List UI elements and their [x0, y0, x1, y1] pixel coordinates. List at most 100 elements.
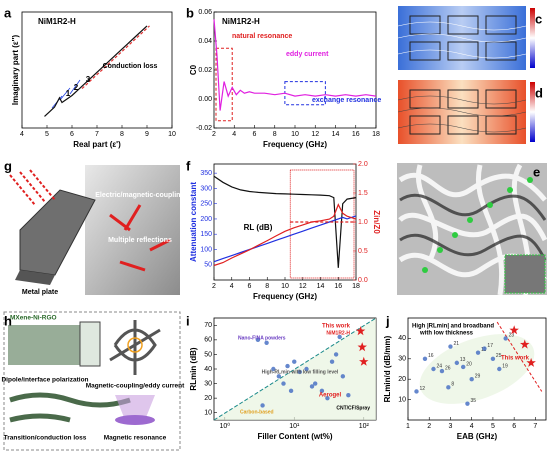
- annotation: exchange resonance: [312, 97, 381, 104]
- scatter-point: [454, 360, 460, 366]
- x-tick-label: 5: [45, 131, 49, 138]
- point-label: 26: [445, 365, 451, 371]
- y-tick-label: 0.04: [198, 38, 212, 45]
- scatter-point: [304, 366, 309, 372]
- y-tick-label: 30: [398, 356, 406, 363]
- data-line: [213, 175, 357, 268]
- scatter-point: [446, 385, 451, 390]
- panel-letter: e: [533, 164, 540, 179]
- panel-letter: a: [4, 5, 12, 20]
- x-tick-label: 8: [273, 131, 277, 138]
- panel-letter: g: [4, 158, 12, 173]
- y-tick-label: 70: [204, 322, 212, 329]
- point-label: 35: [470, 398, 476, 404]
- scatter-point: [346, 393, 351, 398]
- plot-frame: [213, 163, 357, 281]
- scatter-point: [292, 359, 297, 364]
- scatter-point: [340, 374, 346, 379]
- y2-axis-label: Zin/Z0: [372, 210, 381, 234]
- star-point: [509, 325, 519, 335]
- y-tick-label: 20: [398, 376, 406, 383]
- figure-label: Dipole/interface polarization: [1, 377, 88, 384]
- annotation: This work: [501, 356, 530, 362]
- panel-letter: d: [535, 85, 543, 100]
- star-point: [359, 356, 369, 366]
- panel-letter: j: [385, 313, 390, 328]
- y-tick-label: 10: [398, 396, 406, 403]
- star-point: [355, 326, 366, 336]
- panel-letter: i: [186, 313, 190, 328]
- panel-letter: f: [186, 158, 191, 173]
- figure-label: Magnetic-coupling/eddy current: [86, 383, 185, 390]
- x-tick-label: 3: [449, 423, 453, 430]
- annotation: 1: [66, 89, 71, 98]
- annotation: NiM1R2-H: [222, 17, 260, 26]
- point-label: 29: [475, 374, 481, 380]
- x-tick-label: 2: [427, 423, 431, 430]
- x-axis-label: Frequency (GHz): [253, 292, 317, 301]
- y-tick-label: 40: [398, 335, 406, 342]
- x-tick-label: 8: [120, 131, 124, 138]
- y-tick-label: 50: [204, 351, 212, 358]
- annotation: natural resonance: [232, 33, 292, 40]
- y-tick-label: 300: [200, 185, 212, 192]
- scatter-point: [503, 336, 508, 341]
- annotation: 2: [74, 83, 79, 92]
- scatter-point: [329, 359, 335, 364]
- y2-tick-label: 2.0: [358, 161, 368, 168]
- x-axis-label: EAB (GHz): [457, 432, 498, 441]
- x-tick-label: 1: [406, 423, 410, 430]
- annotation: NiM1R2-H: [326, 330, 350, 336]
- x-tick-label: 4: [230, 283, 234, 290]
- x-tick-label: 6: [70, 131, 74, 138]
- scatter-point: [297, 369, 302, 375]
- point-label: 8: [451, 382, 454, 388]
- annotation: NiM1R2-H: [38, 17, 76, 26]
- point-label: 16: [428, 353, 434, 359]
- scatter-point: [281, 381, 286, 386]
- x-tick-label: 7: [533, 423, 537, 430]
- y-tick-label: 250: [200, 201, 212, 208]
- scatter-point: [448, 344, 453, 349]
- x-tick-label: 2: [212, 283, 216, 290]
- data-line: [44, 25, 148, 117]
- x-tick-label: 10¹: [289, 423, 300, 430]
- annotation: This work: [322, 324, 351, 330]
- figure-label: Metal plate: [22, 289, 58, 296]
- figure-label: Transition/conduction loss: [4, 435, 87, 442]
- y-tick-label: 0.06: [198, 9, 212, 16]
- y-tick-label: -0.02: [196, 125, 212, 132]
- x-tick-label: 10: [168, 131, 176, 138]
- figure-label: Multiple reflections: [108, 237, 172, 244]
- plot-frame: [21, 11, 173, 129]
- x-tick-label: 18: [352, 283, 360, 290]
- scatter-point: [260, 403, 265, 408]
- y-tick-label: 100: [200, 246, 212, 253]
- scatter-point: [475, 350, 481, 355]
- point-label: 25: [496, 353, 502, 359]
- scatter-point: [482, 346, 487, 351]
- data-line: [213, 215, 357, 263]
- scatter-point: [431, 366, 436, 372]
- x-tick-label: 12: [311, 131, 319, 138]
- region-line: [69, 79, 81, 95]
- star-point: [520, 339, 530, 349]
- y-axis-label: RLmin/d (dB/mm): [383, 335, 392, 402]
- scatter-point: [255, 337, 261, 343]
- x-tick-label: 10⁰: [219, 422, 230, 430]
- scatter-point: [439, 368, 445, 374]
- figure-label: Electric/magnetic-coupling: [95, 192, 184, 199]
- x-tick-label: 10: [291, 131, 299, 138]
- scatter-point: [333, 352, 339, 357]
- annotation: with low thickness: [419, 331, 474, 337]
- x-axis-label: Filler Content (wt%): [257, 432, 332, 441]
- domain-image-e: [397, 163, 548, 296]
- x-tick-label: 6: [253, 131, 257, 138]
- y-axis-label: RLmin (dB): [189, 347, 198, 390]
- point-label: 19: [502, 363, 508, 369]
- annotation: Aerogel: [319, 393, 342, 399]
- x-tick-label: 6: [512, 423, 516, 430]
- annotation: High |RLmin| and broadband: [412, 324, 494, 330]
- y-tick-label: 20: [204, 395, 212, 402]
- point-label: 23: [509, 333, 515, 339]
